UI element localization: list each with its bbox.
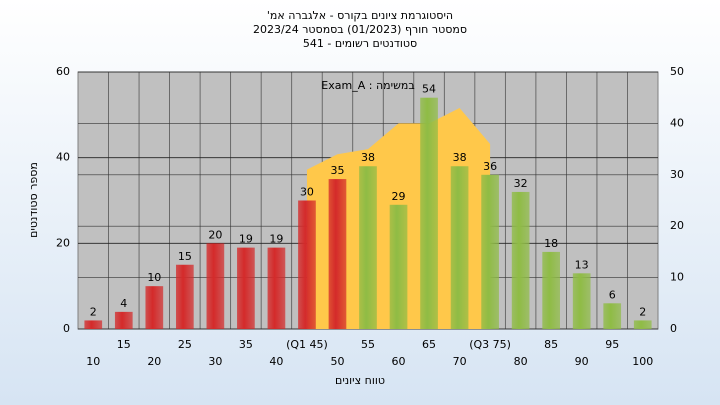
y-tick-label: 60 <box>56 65 70 78</box>
x-tick-label: 25 <box>178 338 192 351</box>
bar <box>175 264 194 329</box>
x-tick-label: 85 <box>544 338 558 351</box>
x-tick-label: 90 <box>575 355 589 368</box>
x-tick-label: 30 <box>208 355 222 368</box>
value-label: 4 <box>120 297 127 310</box>
value-label: 19 <box>239 233 253 246</box>
y2-tick-label: 20 <box>670 219 684 232</box>
value-label: 29 <box>392 190 406 203</box>
bar <box>328 179 347 329</box>
bar <box>603 303 622 329</box>
bar <box>542 251 561 329</box>
x-tick-label: 10 <box>86 355 100 368</box>
x-tick-label: 65 <box>422 338 436 351</box>
x-tick-label: 100 <box>632 355 653 368</box>
bar <box>298 200 316 329</box>
x-tick-label: 70 <box>453 355 467 368</box>
bar <box>511 191 530 329</box>
y-tick-label: 20 <box>56 236 70 249</box>
value-label: 10 <box>147 271 161 284</box>
y-tick-label: 40 <box>56 151 70 164</box>
y2-tick-label: 0 <box>670 322 677 335</box>
bar <box>84 320 103 329</box>
x-tick-label: 40 <box>269 355 283 368</box>
bar <box>145 286 164 329</box>
value-label: 38 <box>361 151 375 164</box>
x-tick-label: 60 <box>392 355 406 368</box>
bar <box>237 247 255 329</box>
value-label: 19 <box>269 233 283 246</box>
x-tick-label: 95 <box>605 338 619 351</box>
value-label: 30 <box>300 186 314 199</box>
value-label: 35 <box>330 164 344 177</box>
value-label: 13 <box>575 258 589 271</box>
value-label: 20 <box>208 228 222 241</box>
x-tick-label: 50 <box>330 355 344 368</box>
bar <box>389 204 408 329</box>
y2-tick-label: 10 <box>670 271 684 284</box>
bar <box>114 311 133 329</box>
bar <box>420 97 438 329</box>
value-label: 18 <box>544 237 558 250</box>
chart-subtitle: סמסטר חורף (01/2023) בסמסטר 2023/24 <box>253 23 467 36</box>
x-axis-label: טווח ציונים <box>335 374 385 387</box>
value-label: 38 <box>453 151 467 164</box>
x-tick-label: 20 <box>147 355 161 368</box>
value-label: 54 <box>422 83 436 96</box>
value-label: 32 <box>514 177 528 190</box>
x-tick-label: 80 <box>514 355 528 368</box>
value-label: 36 <box>483 160 497 173</box>
value-label: 15 <box>178 250 192 263</box>
bar <box>450 166 469 329</box>
bar <box>267 247 286 329</box>
y-tick-label: 0 <box>63 322 70 335</box>
bar <box>359 166 377 329</box>
y2-tick-label: 40 <box>670 116 684 129</box>
y2-tick-label: 50 <box>670 65 684 78</box>
bar <box>206 243 225 329</box>
bar <box>572 273 591 329</box>
bar <box>633 320 652 329</box>
chart-subtitle: סטודנטים רשומים - 541 <box>303 37 417 50</box>
value-label: 2 <box>639 305 646 318</box>
x-tick-label: 55 <box>361 338 375 351</box>
value-label: 6 <box>609 288 616 301</box>
x-tick-label: (Q3 75) <box>469 338 511 351</box>
y2-tick-label: 30 <box>670 168 684 181</box>
bar <box>481 174 499 329</box>
value-label: 2 <box>90 305 97 318</box>
y-axis-label: מספר סטודנטים <box>27 162 40 238</box>
annotation: במשימה : Exam_A <box>321 79 414 92</box>
x-tick-label: 35 <box>239 338 253 351</box>
x-tick-label: 15 <box>117 338 131 351</box>
x-tick-label: (Q1 45) <box>286 338 328 351</box>
chart-title: היסטוגרמת ציונים בקורס - אלגברה אמ' <box>267 9 453 22</box>
